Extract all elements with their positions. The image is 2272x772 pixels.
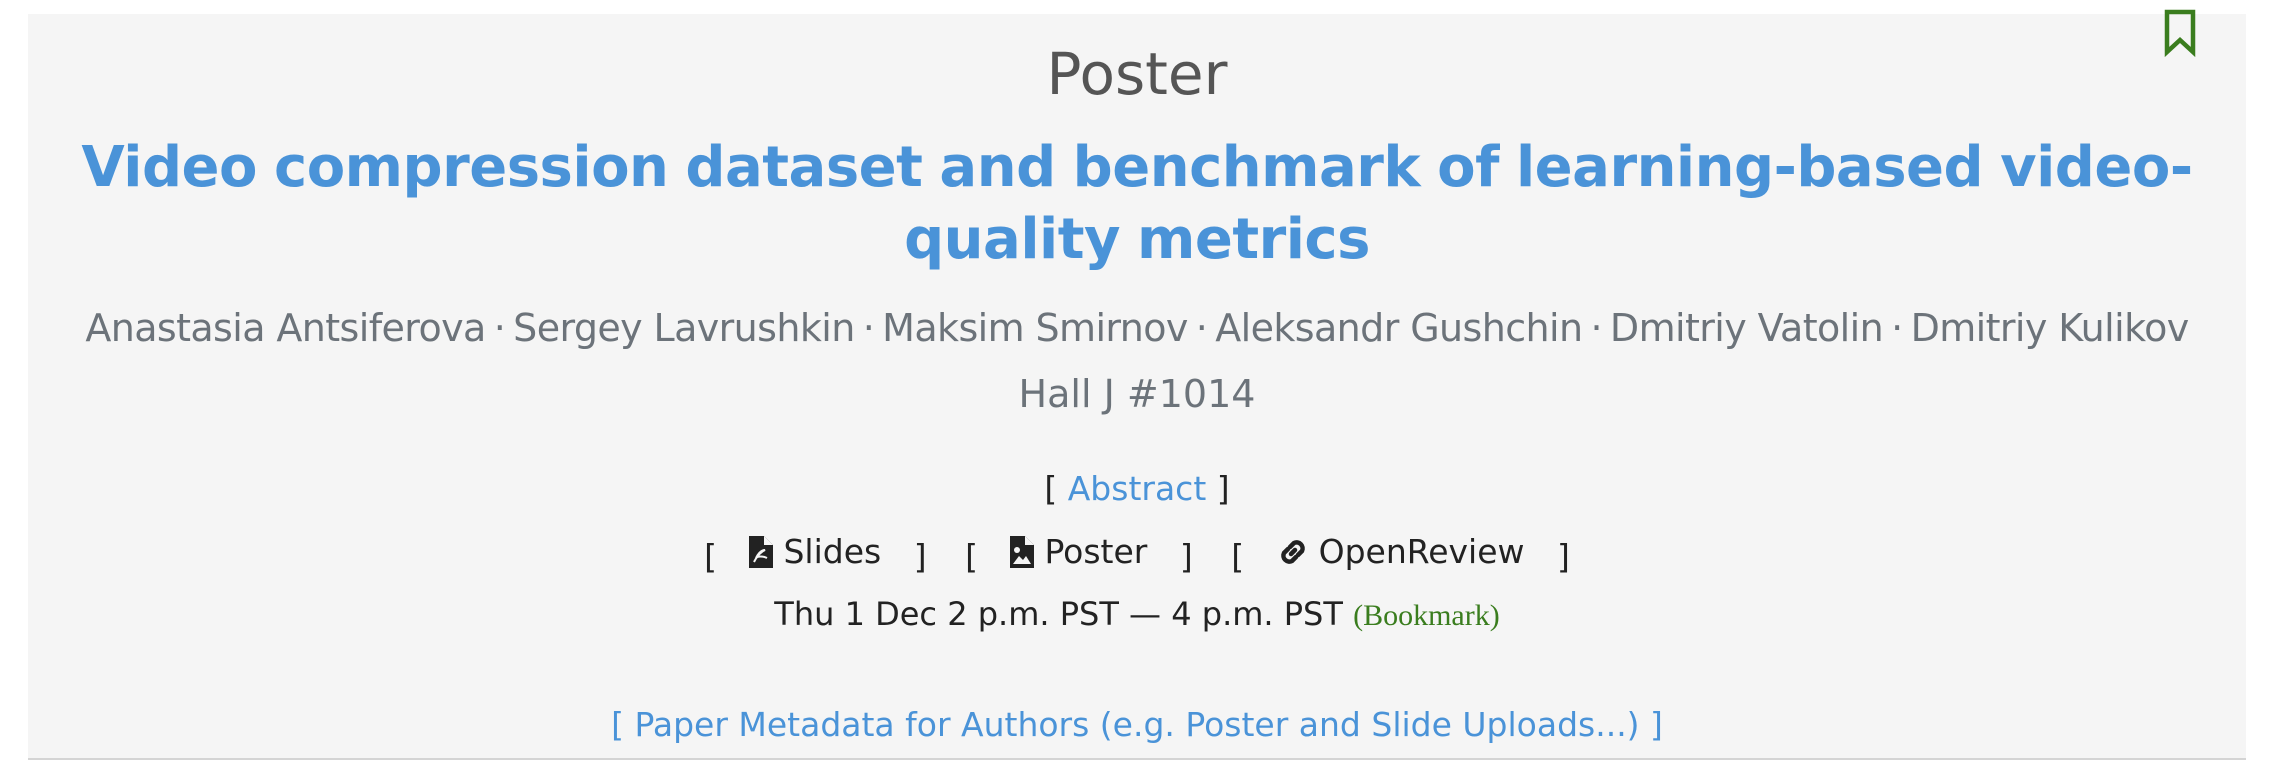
file-pdf-icon [749, 536, 774, 568]
poster-link[interactable]: Poster [1010, 526, 1147, 578]
author-separator: · [1590, 306, 1602, 350]
bracket-close: ] [1179, 537, 1193, 576]
author-name: Maksim Smirnov [882, 306, 1188, 350]
slides-label: Slides [783, 532, 882, 571]
openreview-link[interactable]: OpenReview [1277, 526, 1525, 578]
author-separator: · [1195, 306, 1208, 350]
slides-link[interactable]: Slides [749, 526, 881, 578]
bracket-close: ] [913, 537, 927, 576]
author-name: Sergey Lavrushkin [513, 306, 855, 350]
poster-label: Poster [1044, 532, 1148, 571]
abstract-row: [ Abstract ] [28, 464, 2246, 514]
session-time: Thu 1 Dec 2 p.m. PST — 4 p.m. PST [774, 595, 1343, 633]
event-type-label: Poster [1046, 40, 1228, 108]
author-separator: · [1891, 306, 1903, 350]
bracket-close: ] [1216, 469, 1230, 508]
location-label: Hall J #1014 [1018, 372, 1256, 416]
author-name: Dmitriy Vatolin [1609, 306, 1884, 350]
metadata-row: [ Paper Metadata for Authors (e.g. Poste… [28, 700, 2246, 750]
author-name: Dmitriy Kulikov [1910, 306, 2190, 350]
event-card: Poster Video compression dataset and ben… [28, 9, 2246, 760]
bracket-close: ] [1557, 537, 1570, 576]
paper-metadata-link[interactable]: [ Paper Metadata for Authors (e.g. Poste… [611, 705, 1663, 744]
author-list: Anastasia Antsiferova · Sergey Lavrushkin ·… [28, 300, 2246, 356]
author-name: Aleksandr Gushchin [1215, 306, 1583, 350]
link-icon [1280, 540, 1305, 564]
bookmark-link[interactable]: (Bookmark) [1353, 599, 1500, 632]
bracket-open: [ [704, 537, 717, 576]
bracket-open: [ [1231, 537, 1245, 576]
author-name: Anastasia Antsiferova [85, 306, 486, 350]
resource-links: [ Slides ] [ Poster ] [ [28, 526, 2246, 583]
bracket-open: [ [965, 537, 978, 576]
bracket-open: [ [1044, 469, 1058, 508]
paper-title[interactable]: Video compression dataset and benchmark … [81, 135, 2193, 272]
author-separator: · [862, 306, 875, 350]
abstract-link[interactable]: Abstract [1067, 469, 1207, 508]
file-image-icon [1010, 536, 1035, 568]
bookmark-outline-icon[interactable] [2162, 8, 2198, 58]
session-time-row: Thu 1 Dec 2 p.m. PST — 4 p.m. PST (Bookm… [28, 589, 2246, 641]
author-separator: · [493, 306, 506, 350]
openreview-label: OpenReview [1318, 532, 1525, 571]
